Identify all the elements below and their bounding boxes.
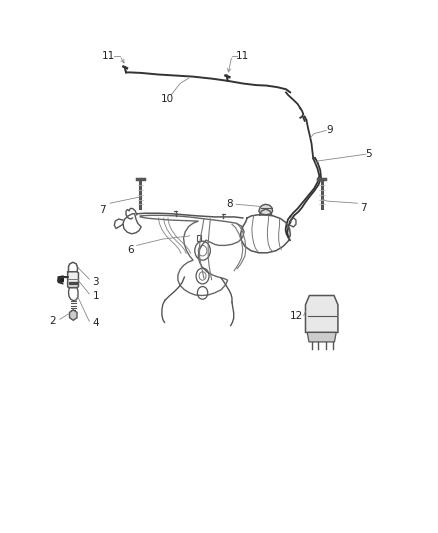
Text: 6: 6 (127, 245, 134, 255)
Polygon shape (305, 295, 338, 333)
Text: 11: 11 (102, 51, 115, 61)
Text: 11: 11 (236, 51, 249, 61)
Text: 5: 5 (365, 149, 371, 159)
Text: 3: 3 (92, 277, 99, 287)
Text: 2: 2 (49, 317, 56, 326)
Text: 4: 4 (92, 318, 99, 328)
Polygon shape (259, 204, 272, 215)
Polygon shape (70, 310, 77, 320)
Text: 12: 12 (290, 311, 303, 320)
Text: 7: 7 (360, 204, 367, 214)
Polygon shape (58, 276, 64, 282)
Text: 1: 1 (92, 291, 99, 301)
Polygon shape (67, 272, 78, 288)
Polygon shape (68, 282, 77, 285)
Text: 9: 9 (326, 125, 332, 135)
Text: 10: 10 (161, 94, 174, 104)
Polygon shape (307, 333, 336, 342)
Text: 7: 7 (99, 205, 106, 215)
Text: 8: 8 (226, 199, 233, 209)
